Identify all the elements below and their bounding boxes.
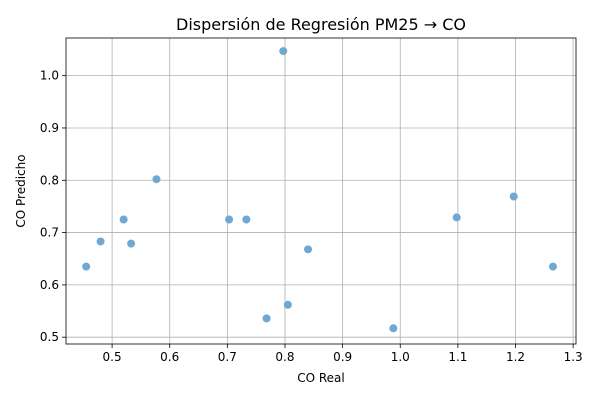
y-tick-label: 0.9 <box>40 121 59 135</box>
plot-frame <box>65 37 577 345</box>
x-tick-label: 0.6 <box>160 350 179 364</box>
chart-title: Dispersión de Regresión PM25 → CO <box>176 15 466 34</box>
data-point <box>262 314 271 323</box>
data-point <box>304 245 313 254</box>
data-point <box>548 262 557 271</box>
y-tick-label: 0.6 <box>40 278 59 292</box>
data-point <box>279 47 288 56</box>
x-tick-label: 0.5 <box>103 350 122 364</box>
x-axis-label: CO Real <box>297 371 345 385</box>
data-point <box>452 213 461 222</box>
x-tick-label: 1.3 <box>564 350 583 364</box>
x-tick-label: 1.2 <box>506 350 525 364</box>
grid <box>66 38 576 344</box>
data-point <box>152 175 161 184</box>
x-tick-label: 0.9 <box>333 350 352 364</box>
y-tick-label: 1.0 <box>40 69 59 83</box>
x-tick-label: 1.1 <box>448 350 467 364</box>
x-tick-label: 1.0 <box>391 350 410 364</box>
data-point <box>389 324 398 333</box>
y-tick-label: 0.7 <box>40 226 59 240</box>
data-point <box>509 192 518 201</box>
y-axis-label: CO Predicho <box>14 154 28 227</box>
y-tick-label: 0.5 <box>40 330 59 344</box>
x-tick-label: 0.8 <box>275 350 294 364</box>
axis-ticks: 0.5 0.6 0.7 0.8 0.9 1.0 1.1 1.2 1.3 0.5 0.6 0.7 0.8 0… <box>40 69 583 364</box>
data-point <box>225 215 234 224</box>
data-point <box>119 215 128 224</box>
x-tick-label: 0.7 <box>218 350 237 364</box>
data-point <box>242 215 251 224</box>
data-point <box>283 300 292 309</box>
data-points <box>82 47 557 333</box>
y-tick-label: 0.8 <box>40 173 59 187</box>
data-point <box>82 262 91 271</box>
data-point <box>96 237 105 246</box>
data-point <box>127 239 136 248</box>
